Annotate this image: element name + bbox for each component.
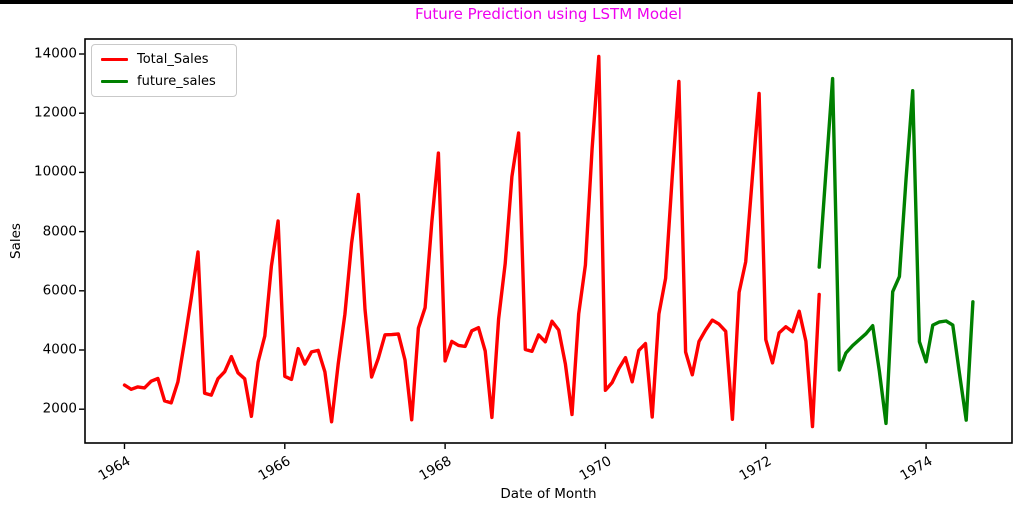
axes-frame — [84, 38, 1013, 444]
chart-title: Future Prediction using LSTM Model — [415, 5, 682, 23]
future-sales-line-swatch — [101, 79, 128, 84]
y-tick-label: 4000 — [42, 341, 77, 358]
legend-label-future-sales: future_sales — [137, 74, 216, 89]
legend-entry-total-sales: Total_Sales — [101, 52, 227, 67]
y-tick-label: 8000 — [42, 223, 77, 240]
legend-label-total-sales: Total_Sales — [137, 52, 209, 67]
legend-box: Total_Sales future_sales — [91, 44, 237, 97]
x-axis-label: Date of Month — [500, 486, 597, 502]
total-sales-line — [122, 54, 821, 429]
y-tick-label: 2000 — [42, 400, 77, 417]
y-tick-label: 12000 — [34, 104, 77, 121]
y-tick-label: 10000 — [34, 164, 77, 181]
y-tick-label: 14000 — [34, 45, 77, 62]
legend-entry-future-sales: future_sales — [101, 74, 227, 89]
y-tick-label: 6000 — [42, 282, 77, 299]
future-sales-line — [817, 76, 975, 426]
total-sales-line-swatch — [101, 57, 128, 62]
window-edge-bar — [0, 0, 1013, 4]
y-axis-label: Sales — [8, 223, 24, 259]
